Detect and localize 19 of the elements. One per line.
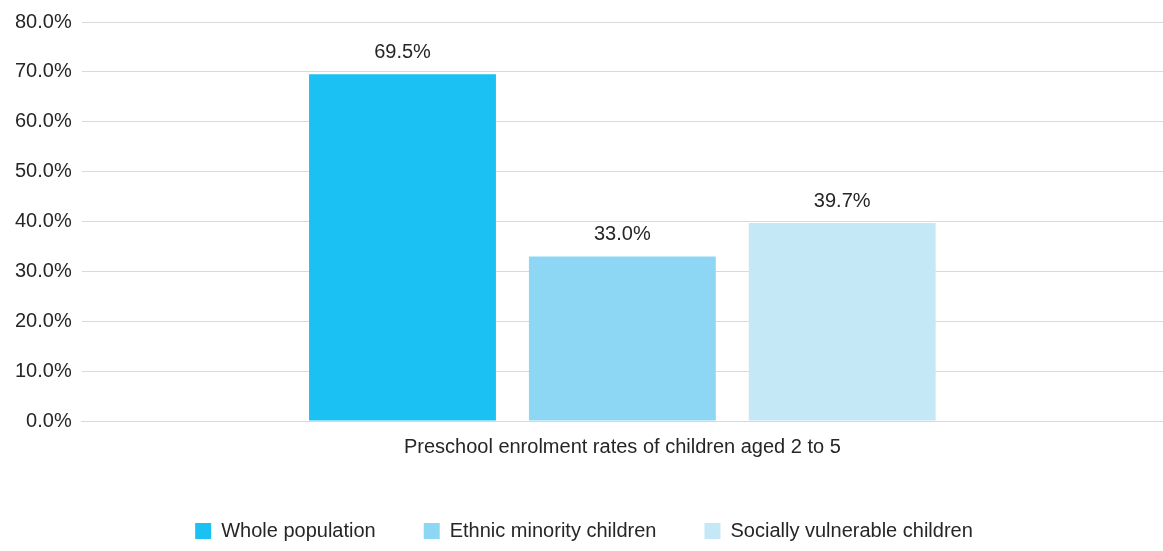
data-label: 33.0% xyxy=(594,221,651,244)
data-label: 39.7% xyxy=(813,188,871,211)
legend-label: Socially vulnerable children xyxy=(730,518,973,541)
bar xyxy=(528,256,716,421)
y-tick-label: 70.0% xyxy=(14,59,72,82)
legend-label: Whole population xyxy=(221,518,376,541)
bar xyxy=(748,223,936,421)
bar xyxy=(309,74,496,421)
y-tick-label: 10.0% xyxy=(14,358,72,381)
y-tick-label: 20.0% xyxy=(14,308,72,331)
legend-label: Ethnic minority children xyxy=(449,518,657,541)
y-tick-label: 0.0% xyxy=(26,408,72,431)
y-tick-label: 50.0% xyxy=(14,159,72,182)
y-tick-label: 80.0% xyxy=(14,9,72,32)
y-tick-label: 40.0% xyxy=(14,209,72,232)
y-tick-label: 60.0% xyxy=(14,109,72,132)
y-tick-label: 30.0% xyxy=(14,258,72,281)
x-tick-label: Preschool enrolment rates of children aged 2 to 5 xyxy=(403,434,841,457)
data-label: 69.5% xyxy=(374,39,432,62)
